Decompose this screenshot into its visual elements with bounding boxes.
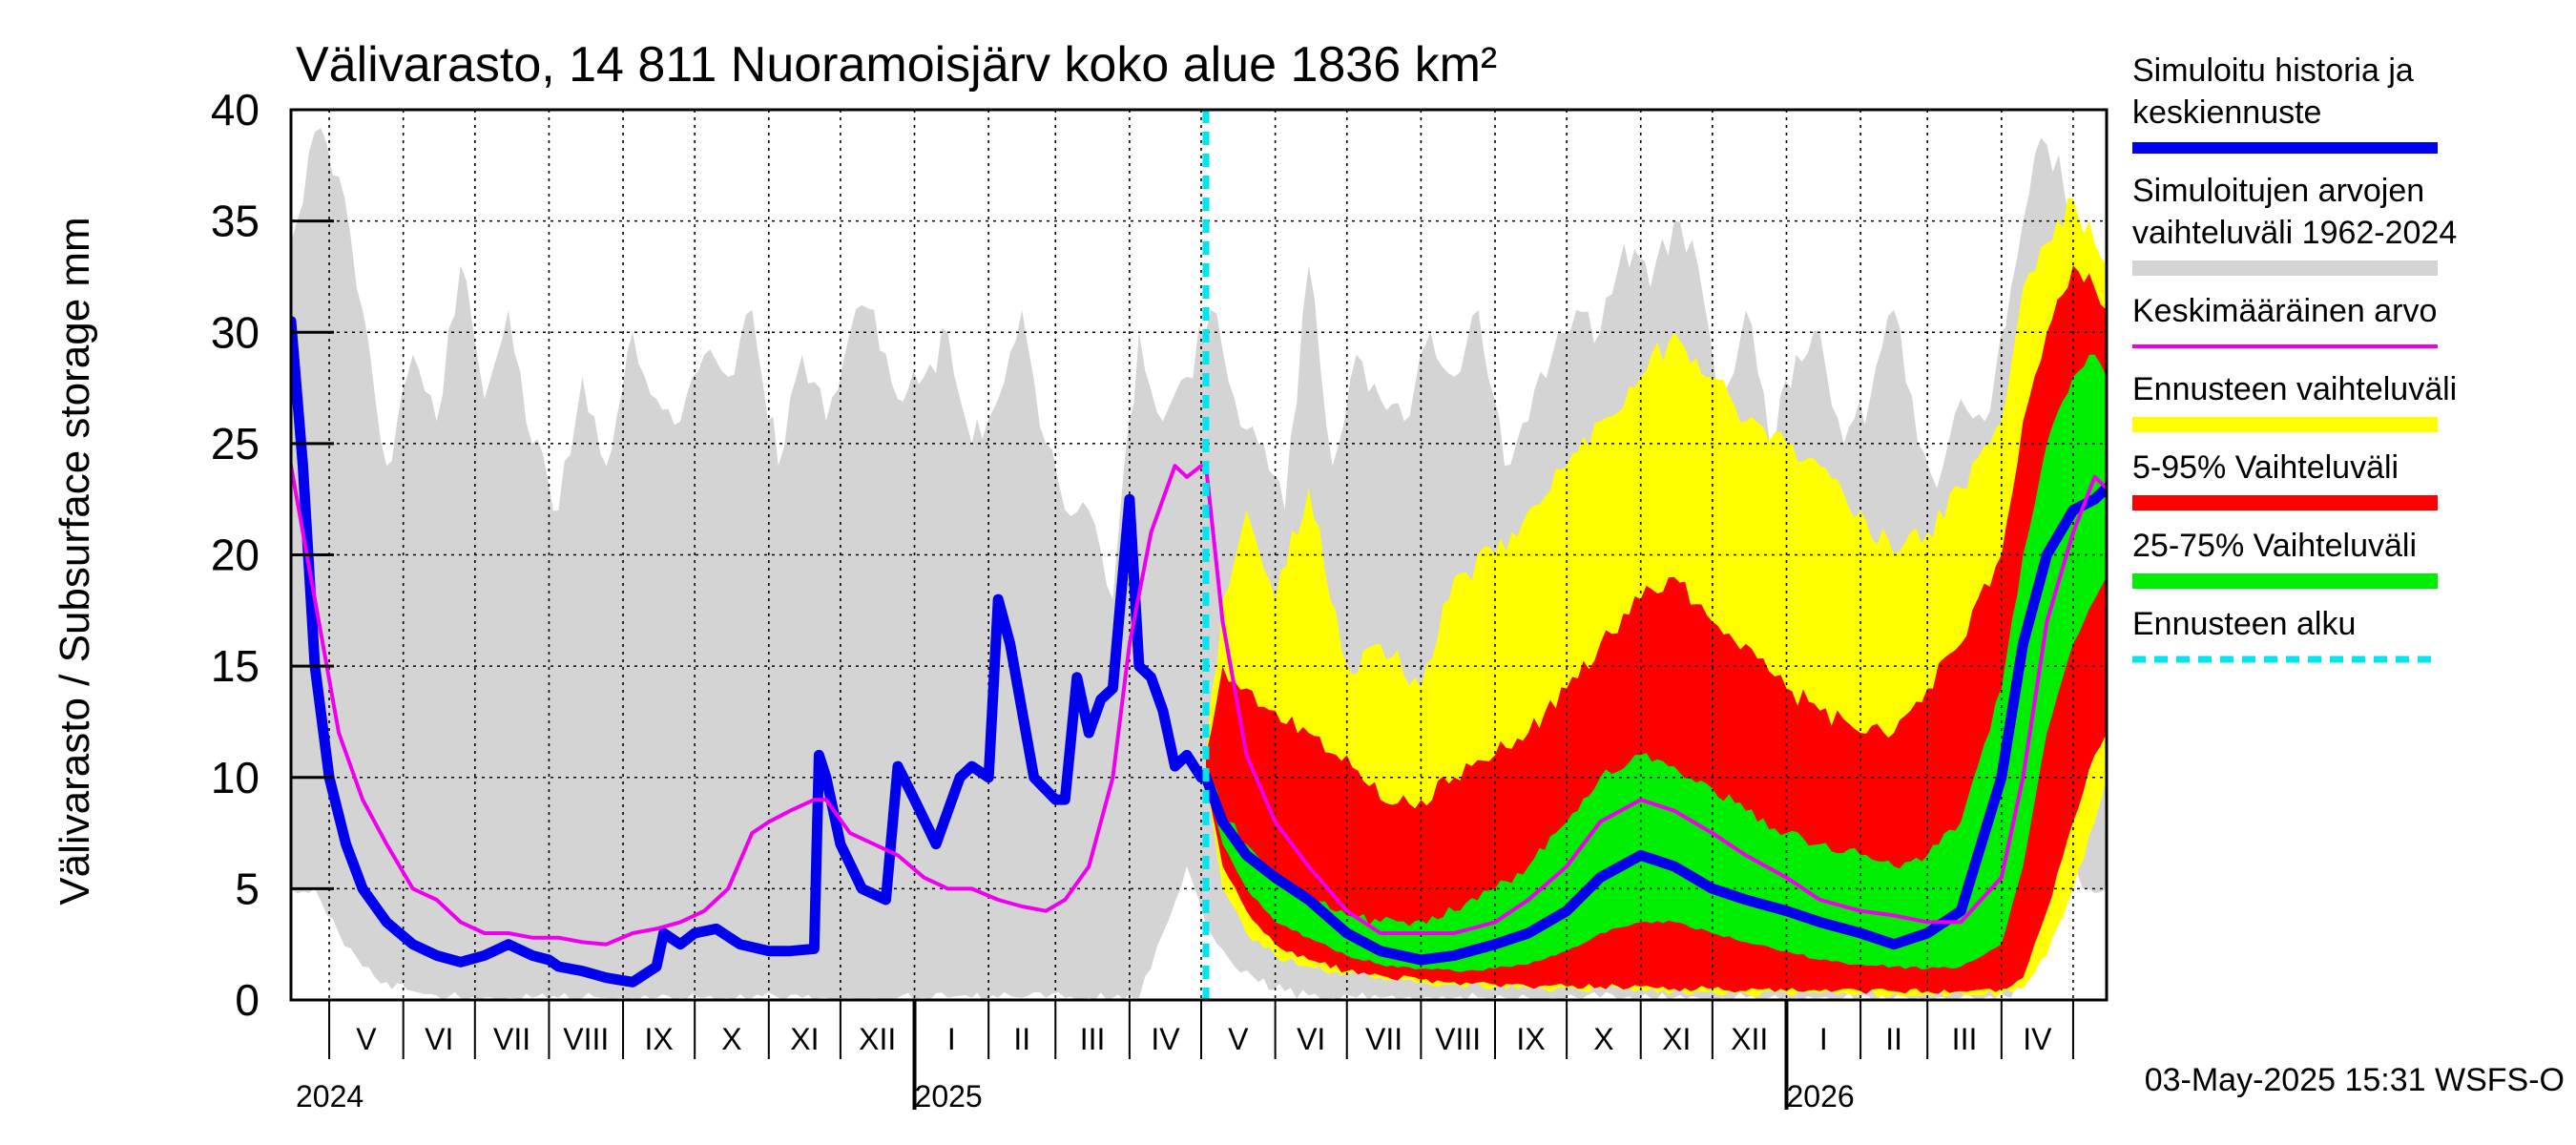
legend-swatch: [2132, 417, 2438, 432]
y-tick-label: 10: [211, 753, 260, 802]
y-tick-label: 5: [235, 864, 260, 913]
y-tick-label: 0: [235, 975, 260, 1025]
month-label: XII: [1731, 1022, 1768, 1056]
line-mean: [291, 464, 2107, 947]
y-tick-label: 15: [211, 641, 260, 691]
legend-label: Keskimääräinen arvo: [2132, 293, 2437, 329]
year-label: 2024: [296, 1079, 364, 1114]
month-label: II: [1013, 1022, 1030, 1056]
y-tick-label: 20: [211, 531, 260, 580]
year-label: 2026: [1786, 1079, 1854, 1114]
legend-label: Ennusteen alku: [2132, 606, 2356, 642]
month-label: IV: [1151, 1022, 1180, 1056]
month-label: VIII: [563, 1022, 609, 1056]
month-label: III: [1952, 1022, 1978, 1056]
month-label: X: [721, 1022, 741, 1056]
legend-item-history: Simuloitu historia ja keskiennuste: [2132, 52, 2438, 154]
x-axis: V VI VII VIII IX X XI XII I II III IV V VI VII VIII IX X X…: [291, 998, 2107, 1114]
legend-label: Simuloitu historia ja: [2132, 52, 2414, 89]
legend-swatch: [2132, 573, 2438, 589]
month-label: VII: [493, 1022, 530, 1056]
legend-label: 5-95% Vaihteluväli: [2132, 449, 2399, 486]
legend-label: 25-75% Vaihteluväli: [2132, 528, 2417, 564]
month-label: XII: [859, 1022, 896, 1056]
legend-label: Ennusteen vaihteluväli: [2132, 371, 2457, 407]
month-label: IX: [1516, 1022, 1545, 1056]
legend-item-range: Simuloitujen arvojen vaihteluväli 1962-20…: [2132, 173, 2457, 276]
legend-swatch: [2132, 260, 2438, 276]
month-label: VIII: [1435, 1022, 1481, 1056]
legend-label: vaihteluväli 1962-2024: [2132, 215, 2457, 251]
y-axis: 0 5 10 15 20 25 30 35 40: [211, 85, 334, 1025]
plot-area: [289, 108, 2109, 1002]
footer-timestamp: 03-May-2025 15:31 WSFS-O: [2145, 1062, 2565, 1098]
legend-swatch: [2132, 495, 2438, 510]
month-label: X: [1593, 1022, 1613, 1056]
month-label: V: [1228, 1022, 1249, 1056]
month-label: VI: [425, 1022, 453, 1056]
month-label: XI: [790, 1022, 819, 1056]
month-label: XI: [1662, 1022, 1691, 1056]
chart-title: Välivarasto, 14 811 Nuoramoisjärv koko a…: [296, 37, 1497, 93]
band-p5_95: [1206, 265, 2107, 994]
month-label: VII: [1365, 1022, 1402, 1056]
month-label: I: [947, 1022, 956, 1056]
legend-item-mean: Keskimääräinen arvo: [2132, 293, 2438, 348]
month-label: V: [356, 1022, 377, 1056]
y-tick-label: 40: [211, 85, 260, 135]
month-label: III: [1080, 1022, 1106, 1056]
y-tick-label: 35: [211, 197, 260, 246]
legend-item-p25_75: 25-75% Vaihteluväli: [2132, 528, 2438, 589]
legend-label: Simuloitujen arvojen: [2132, 173, 2424, 209]
month-label: I: [1819, 1022, 1828, 1056]
y-tick-label: 25: [211, 419, 260, 468]
month-label: II: [1885, 1022, 1902, 1056]
legend-item-forecast_start: Ennusteen alku: [2132, 606, 2438, 663]
month-label: IV: [2023, 1022, 2052, 1056]
month-label: VI: [1297, 1022, 1325, 1056]
legend-item-forecast_range: Ennusteen vaihteluväli: [2132, 371, 2457, 432]
line-history: [291, 316, 2107, 988]
legend: Simuloitu historia jakeskiennusteSimuloi…: [2132, 52, 2457, 663]
band-p25_75: [1206, 354, 2107, 972]
year-label: 2025: [915, 1079, 983, 1114]
legend-item-p5_95: 5-95% Vaihteluväli: [2132, 449, 2438, 510]
y-axis-label: Välivarasto / Subsurface storage mm: [52, 217, 98, 905]
grid: [291, 110, 2107, 1000]
y-tick-label: 30: [211, 307, 260, 357]
legend-label: keskiennuste: [2132, 94, 2321, 131]
month-label: IX: [644, 1022, 673, 1056]
